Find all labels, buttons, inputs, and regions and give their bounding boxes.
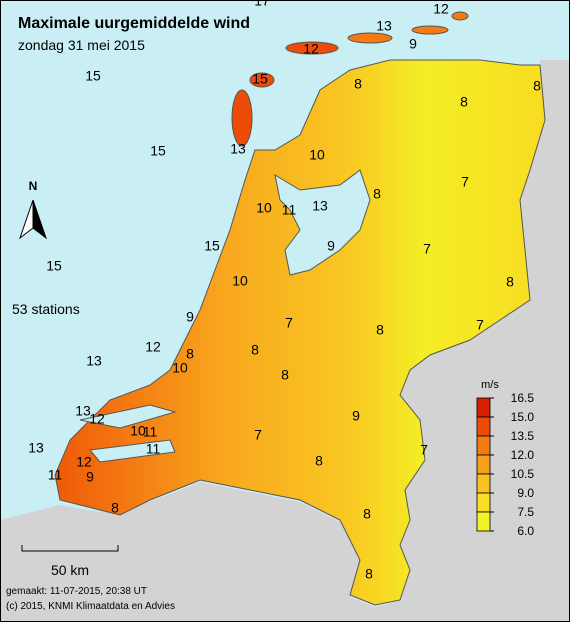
legend-label: 15.0: [511, 410, 535, 424]
legend-unit: m/s: [481, 379, 499, 391]
legend-swatch: [476, 454, 491, 475]
station-value: 9: [86, 469, 94, 485]
legend-label: 7.5: [517, 505, 534, 519]
station-value: 7: [461, 174, 469, 190]
legend-label: 10.5: [511, 467, 535, 481]
station-value: 9: [186, 309, 194, 325]
station-value: 10: [232, 273, 248, 289]
north-label: N: [29, 179, 38, 193]
station-value: 7: [476, 317, 484, 333]
station-value: 12: [303, 41, 319, 57]
legend-label: 6.0: [517, 524, 534, 538]
station-value: 11: [143, 424, 158, 440]
station-value: 10: [172, 360, 188, 376]
station-value: 15: [204, 238, 220, 254]
island: [285, 41, 339, 55]
title: Maximale uurgemiddelde wind: [18, 15, 250, 32]
footer-made: gemaakt: 11-07-2015, 20:38 UT: [6, 586, 147, 597]
legend-label: 16.5: [511, 391, 535, 405]
station-value: 15: [85, 68, 101, 84]
legend-swatch: [476, 416, 491, 437]
station-value: 13: [312, 198, 328, 214]
station-value: 8: [111, 500, 119, 516]
scale-label: 50 km: [51, 562, 89, 578]
station-value: 12: [76, 454, 92, 470]
footer-copyright: (c) 2015, KNMI Klimaatdata en Advies: [6, 601, 175, 612]
station-value: 13: [230, 141, 246, 157]
station-value: 9: [409, 36, 417, 52]
netherlands: [54, 59, 546, 606]
subtitle: zondag 31 mei 2015: [18, 37, 145, 53]
station-value: 8: [376, 322, 384, 338]
station-value: 8: [506, 274, 514, 290]
station-value: 8: [373, 186, 381, 202]
station-value: 12: [89, 411, 105, 427]
island: [411, 25, 449, 35]
ijsselmeer: [274, 169, 371, 276]
station-value: 11: [48, 467, 63, 483]
station-value: 15: [252, 71, 268, 87]
station-value: 8: [315, 453, 323, 469]
station-value: 8: [460, 94, 468, 110]
legend: 16.5 15.0 13.5 12.0 10.5 9.0 7.5 6.0: [476, 391, 535, 538]
legend-swatch: [476, 473, 491, 494]
station-value: 13: [28, 440, 44, 456]
legend-label: 12.0: [511, 448, 535, 462]
station-value: 10: [256, 200, 272, 216]
estuaries: [79, 404, 177, 463]
station-value: 13: [86, 353, 102, 369]
station-value: 7: [423, 241, 431, 257]
island: [231, 89, 253, 147]
station-value: 8: [354, 76, 362, 92]
legend-swatch: [476, 435, 491, 456]
station-value: 13: [75, 403, 91, 419]
island: [451, 11, 469, 21]
legend-swatch: [476, 511, 491, 532]
foreign-land: [0, 60, 570, 622]
station-value: 8: [281, 367, 289, 383]
station-value: 17: [254, 0, 270, 9]
station-count: 53 stations: [12, 301, 80, 317]
station-value: 7: [254, 427, 262, 443]
station-value: 11: [146, 441, 161, 457]
legend-swatch: [476, 397, 491, 418]
legend-swatch: [476, 492, 491, 513]
station-value: 9: [327, 238, 335, 254]
legend-label: 13.5: [511, 429, 535, 443]
scale-bar: [21, 545, 119, 552]
station-value: 15: [46, 258, 62, 274]
legend-label: 9.0: [517, 486, 534, 500]
station-value: 10: [130, 423, 146, 439]
station-value: 8: [365, 566, 373, 582]
station-value: 15: [150, 143, 166, 159]
station-value: 7: [285, 315, 293, 331]
station-value: 12: [433, 1, 449, 17]
station-value: 11: [282, 202, 297, 218]
north-arrow: [32, 199, 48, 240]
station-value: 9: [352, 408, 360, 424]
station-value: 13: [376, 18, 392, 34]
station-value: 8: [186, 346, 194, 362]
island: [249, 72, 275, 88]
station-value: 8: [251, 342, 259, 358]
station-value: 10: [309, 147, 325, 163]
station-value: 8: [533, 78, 541, 94]
station-value: 8: [363, 506, 371, 522]
island: [347, 32, 393, 44]
station-value: 7: [420, 442, 428, 458]
station-value: 12: [145, 339, 161, 355]
